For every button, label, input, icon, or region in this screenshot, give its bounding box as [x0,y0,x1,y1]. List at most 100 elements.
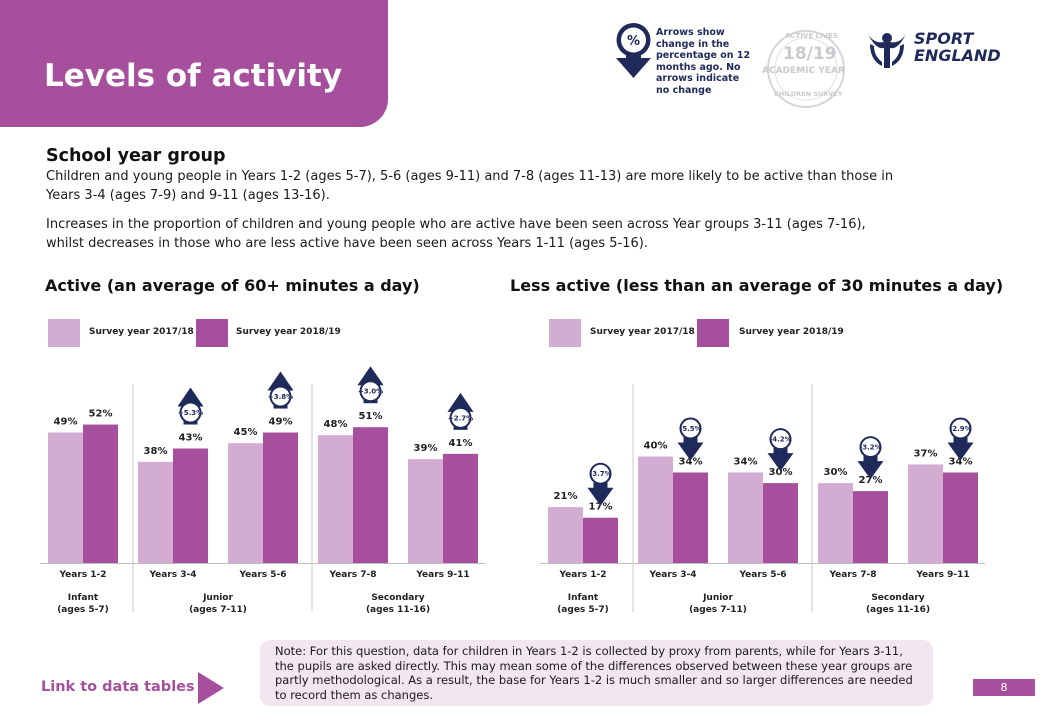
intro-paragraph-2: Increases in the proportion of children … [46,217,866,251]
x-tick-label: Years 9-11 [915,570,969,580]
x-tick-label: Years 5-6 [738,570,786,580]
bar-value-label: 34% [734,456,758,467]
badge-arc-bottom: CHILDREN SURVEY [774,90,843,98]
x-tick-label: Years 3-4 [648,570,696,580]
bar-2018-19 [853,491,888,563]
legend-label-2018-19: Survey year 2018/19 [739,327,844,337]
down-arrow-icon [947,417,974,461]
section-title: School year group [46,146,226,166]
bar-value-label: 37% [914,448,938,459]
bar-value-label: 38% [144,446,168,457]
logo-line-2: ENGLAND [914,46,1001,65]
down-arrow-icon [857,436,884,480]
page-title: Levels of activity [44,58,343,94]
bar-2017-18 [728,472,763,563]
x-tick-label: Years 9-11 [415,570,469,580]
bar-value-label: 49% [269,417,293,428]
bar-value-label: 30% [824,467,848,478]
group-sub-label: (ages 11-16) [366,605,430,615]
bar-2017-18 [48,432,83,563]
bar-value-label: 17% [589,502,613,513]
group-label: Junior [702,593,733,603]
bar-value-label: 39% [414,443,438,454]
badge-subtitle: ACADEMIC YEAR [762,66,845,76]
bar-value-label: 27% [859,475,883,486]
down-arrow-icon [587,462,614,506]
bar-value-label: 43% [179,433,203,444]
bar-2018-19 [353,427,388,563]
change-label: +3.8% [268,393,293,401]
x-tick-label: Years 5-6 [238,570,286,580]
sport-england-logo: SPORT ENGLAND [864,24,1014,72]
bar-value-label: 41% [449,438,473,449]
legend-swatch-2018-19 [196,319,228,347]
group-label: Secondary [871,593,924,603]
x-tick-label: Years 3-4 [148,570,196,580]
active-chart-legend: Survey year 2017/18 Survey year 2018/19 [48,319,348,349]
bar-2018-19 [583,517,618,563]
up-arrow-icon [267,371,294,409]
badge-year: 18/19 [783,44,837,64]
bar-2018-19 [943,472,978,563]
percent-arrow-icon: % [616,23,651,78]
bar-2017-18 [548,507,583,563]
bar-2017-18 [638,456,673,563]
bar-value-label: 52% [89,409,113,420]
group-sub-label: (ages 11-16) [866,605,930,615]
bar-value-label: 51% [359,411,383,422]
less-active-chart: 21% 17% Years 1-2 -3.7% 40% 34% Years 3-4 -5.5%… [540,384,985,615]
bar-2017-18 [138,461,173,563]
title-banner: Levels of activity [0,0,388,127]
x-tick-label: Years 7-8 [328,570,376,580]
bar-value-label: 30% [769,467,793,478]
group-label: Junior [202,593,233,603]
legend-swatch-2017-18 [549,319,581,347]
change-label: -2.9% [949,425,971,433]
bar-value-label: 49% [54,417,78,428]
legend-swatch-2017-18 [48,319,80,347]
bar-value-label: 21% [554,491,578,502]
bar-value-label: 34% [679,456,703,467]
less-active-chart-title: Less active (less than an average of 30 … [510,276,1004,295]
legend-label-2018-19: Survey year 2018/19 [236,327,341,337]
x-tick-label: Years 7-8 [828,570,876,580]
change-label: -3.7% [589,470,611,478]
up-arrow-icon [357,366,384,404]
bar-2017-18 [408,459,443,563]
bar-value-label: 40% [644,441,668,452]
bar-2017-18 [318,435,353,563]
change-label: -5.5% [679,425,701,433]
down-arrow-icon [677,417,704,461]
bar-2017-18 [818,483,853,563]
group-sub-label: (ages 5-7) [557,605,609,615]
active-chart-title: Active (an average of 60+ minutes a day) [45,276,420,295]
change-label: +5.3% [178,409,203,417]
group-sub-label: (ages 7-11) [189,605,247,615]
change-label: -3.2% [859,444,881,452]
arrow-legend-note: % Arrows show change in the percentage o… [614,20,754,115]
badge-ring-icon [767,30,845,108]
academic-year-badge: 18/19 ACADEMIC YEAR ACTIVE LIVES CHILDRE… [760,28,852,110]
x-tick-label: Years 1-2 [58,570,106,580]
change-label: +2.7% [448,414,473,422]
bar-value-label: 48% [324,419,348,430]
bar-2018-19 [763,483,798,563]
group-sub-label: (ages 5-7) [57,605,109,615]
bar-2017-18 [908,464,943,563]
group-sub-label: (ages 7-11) [689,605,747,615]
group-label: Secondary [371,593,424,603]
x-tick-label: Years 1-2 [558,570,606,580]
bar-2018-19 [673,472,708,563]
bar-2017-18 [228,443,263,563]
down-arrow-icon [767,428,794,472]
logo-line-1: SPORT [914,29,974,48]
bar-2018-19 [83,424,118,563]
legend-swatch-2018-19 [697,319,729,347]
bar-value-label: 34% [949,456,973,467]
arrow-legend-text: Arrows show change in the percentage on … [656,27,751,96]
bar-2018-19 [263,432,298,563]
badge-arc-top: ACTIVE LIVES [785,32,838,40]
legend-label-2017-18: Survey year 2017/18 [89,327,194,337]
data-tables-link-label[interactable]: Link to data tables [41,679,195,695]
arrow-right-icon[interactable] [198,672,224,704]
